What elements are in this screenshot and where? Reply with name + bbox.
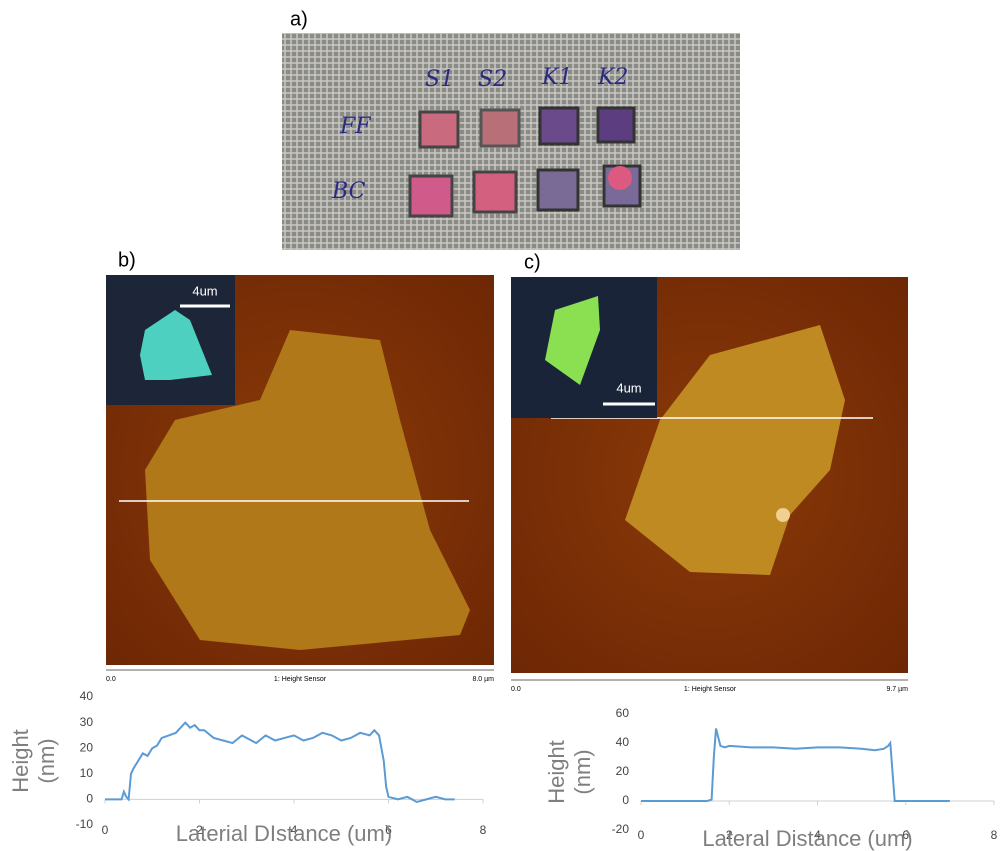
panel-label: b) <box>118 249 136 271</box>
x-tick-label: 2 <box>726 828 733 842</box>
panel-label: c) <box>524 251 541 273</box>
row-label: FF <box>339 114 371 139</box>
y-tick-label: 30 <box>80 715 94 729</box>
y-tick-label: -20 <box>612 822 630 836</box>
data-line <box>641 728 950 802</box>
afm-axis-start: 0.0 <box>106 676 116 683</box>
y-tick-label: 40 <box>80 689 94 703</box>
y-axis-label: Height <box>8 729 33 793</box>
data-line <box>105 721 455 804</box>
samples <box>408 106 642 218</box>
y-axis-label: (nm) <box>570 749 595 794</box>
y-tick-label: 0 <box>622 793 629 807</box>
row-label: BC <box>331 179 366 204</box>
x-axis-label: Laterial DIstance (um) <box>176 821 392 846</box>
x-tick-label: 0 <box>638 828 645 842</box>
column-label: S2 <box>478 67 507 92</box>
panel-label: a) <box>290 8 308 30</box>
afm-axis-end: 8.0 µm <box>472 676 494 683</box>
column-label: K2 <box>597 65 628 90</box>
x-tick-label: 4 <box>291 823 298 837</box>
flake <box>145 330 470 650</box>
x-tick-label: 4 <box>814 828 821 842</box>
x-axis-label: Lateral Distance (um) <box>702 826 912 851</box>
y-tick-label: -10 <box>76 817 94 831</box>
column-label: K1 <box>541 65 572 90</box>
x-tick-label: 2 <box>196 823 203 837</box>
afm-axis-title: 1: Height Sensor <box>274 676 327 683</box>
y-tick-label: 20 <box>80 740 94 754</box>
afm-axis-end: 9.7 µm <box>886 686 908 693</box>
y-axis-label: (nm) <box>34 738 59 783</box>
y-axis-label: Height <box>544 740 569 804</box>
x-tick-label: 6 <box>902 828 909 842</box>
x-tick-label: 8 <box>991 828 998 842</box>
inset-flake <box>140 310 212 380</box>
y-tick-label: 60 <box>616 706 630 720</box>
scale-label: 4um <box>192 283 217 298</box>
y-tick-label: 0 <box>86 792 93 806</box>
x-tick-label: 6 <box>385 823 392 837</box>
x-tick-label: 8 <box>480 823 487 837</box>
afm-axis-title: 1: Height Sensor <box>684 686 737 693</box>
y-tick-label: 20 <box>616 764 630 778</box>
x-tick-label: 0 <box>102 823 109 837</box>
flake <box>625 325 845 575</box>
y-tick-label: 10 <box>80 766 94 780</box>
y-tick-label: 40 <box>616 735 630 749</box>
scale-label: 4um <box>616 380 641 395</box>
inset-flake <box>545 296 600 385</box>
column-label: S1 <box>425 67 454 92</box>
afm-axis-start: 0.0 <box>511 686 521 693</box>
